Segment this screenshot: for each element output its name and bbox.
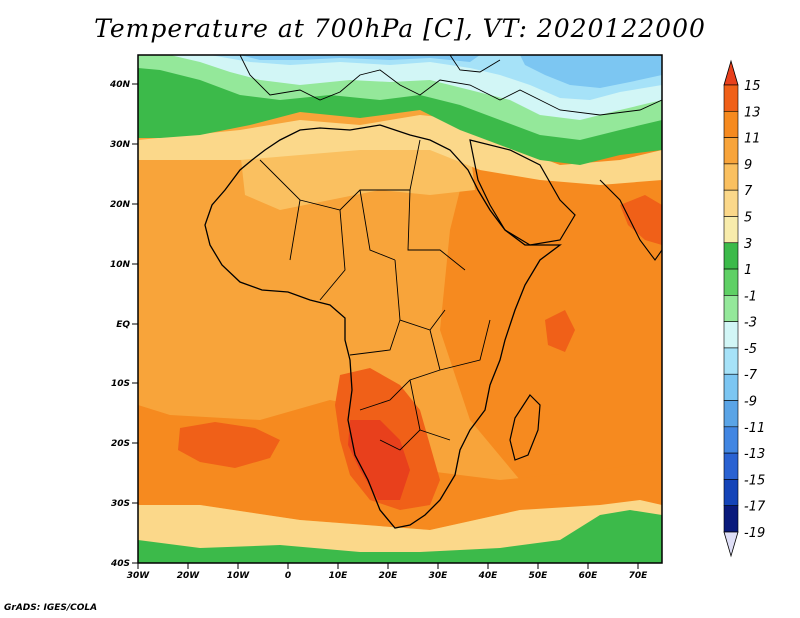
- colorbar-label: 3: [744, 237, 752, 252]
- colorbar-label: 5: [744, 210, 752, 225]
- colorbar-box: [723, 452, 739, 480]
- lon-label-20w: 20W: [177, 571, 201, 581]
- madagascar: [509, 394, 541, 461]
- map-title: Temperature at 700hPa [C], VT: 202012200…: [94, 14, 706, 43]
- colorbar-label: -3: [744, 316, 757, 331]
- colorbar-box: [723, 242, 739, 270]
- field-south-green: [138, 505, 662, 563]
- colorbar-label: -7: [744, 368, 758, 383]
- colorbar: 15 13 11 9 7 5 3 1 -1 -3 -5 -7 -9 -11 -13 -15 -17 -19: [723, 59, 766, 558]
- colorbar-box: [723, 400, 739, 428]
- colorbar-box: [723, 268, 739, 296]
- field-safrica-dark: [348, 420, 410, 500]
- colorbar-label: -11: [744, 421, 765, 436]
- colorbar-box: [723, 426, 739, 454]
- lon-label-30e: 30E: [429, 571, 449, 581]
- colorbar-label: 1: [744, 263, 752, 278]
- africa-coastline: [204, 124, 562, 529]
- field-east-orange: [440, 150, 662, 480]
- lat-label-30n: 30N: [110, 140, 131, 150]
- colorbar-box: [723, 163, 739, 191]
- field-india-red: [620, 195, 662, 245]
- lat-label-40s: 40S: [110, 559, 130, 569]
- temperature-field: [138, 55, 662, 563]
- lat-label-10n: 10N: [110, 260, 131, 270]
- colorbar-label: -15: [744, 473, 765, 488]
- plot-frame: [137, 54, 663, 564]
- colorbar-label: 15: [744, 79, 761, 94]
- colorbar-box: [723, 137, 739, 165]
- lat-axis: 40N 30N 20N 10N EQ 10S 20S 30S 40S: [109, 80, 138, 569]
- field-north-blue: [240, 55, 480, 62]
- colorbar-label: -9: [744, 395, 757, 410]
- colorbar-label: -1: [744, 289, 757, 304]
- country-borders: [259, 139, 491, 451]
- lat-label-40n: 40N: [109, 80, 131, 90]
- lon-label-20e: 20E: [379, 571, 399, 581]
- lat-label-10s: 10S: [111, 379, 130, 389]
- field-eq-red: [545, 310, 575, 352]
- colorbar-box: [723, 84, 739, 112]
- colorbar-label: 9: [744, 158, 752, 173]
- grads-credit: GrADS: IGES/COLA: [4, 603, 98, 613]
- lat-label-20n: 20N: [110, 200, 131, 210]
- colorbar-box: [723, 505, 739, 533]
- colorbar-label: -5: [744, 342, 757, 357]
- lon-label-50e: 50E: [529, 571, 549, 581]
- colorbar-top-arrow: [723, 59, 739, 86]
- lat-label-eq: EQ: [116, 320, 130, 330]
- colorbar-label: 13: [744, 105, 761, 120]
- lat-label-30s: 30S: [111, 499, 130, 509]
- field-south-pale: [138, 500, 662, 552]
- colorbar-label: 11: [744, 132, 761, 147]
- colorbar-box: [723, 347, 739, 375]
- colorbar-label: -19: [744, 526, 765, 541]
- colorbar-label: -17: [744, 500, 766, 515]
- colorbar-label: -13: [744, 447, 765, 462]
- field-mideast-blue: [520, 55, 662, 88]
- colorbar-box: [723, 373, 739, 401]
- colorbar-box: [723, 479, 739, 507]
- lon-label-0: 0: [285, 571, 291, 581]
- lon-label-40e: 40E: [478, 571, 499, 581]
- colorbar-box: [723, 189, 739, 217]
- colorbar-box: [723, 216, 739, 244]
- lon-label-10w: 10W: [227, 571, 251, 581]
- lon-label-10e: 10E: [329, 571, 349, 581]
- colorbar-box: [723, 295, 739, 322]
- colorbar-box: [723, 110, 739, 138]
- colorbar-label: 7: [744, 184, 753, 199]
- colorbar-box: [723, 321, 739, 349]
- field-north-pale: [138, 115, 662, 185]
- europe-coastline: [239, 55, 662, 116]
- lon-label-70e: 70E: [629, 571, 649, 581]
- india-coastline: [599, 179, 662, 261]
- lat-label-20s: 20S: [111, 439, 130, 449]
- lon-label-60e: 60E: [579, 571, 599, 581]
- lon-label-30w: 30W: [127, 571, 151, 581]
- lon-axis: 30W 20W 10W 0 10E 20E 30E 40E 50E 60E 70…: [127, 563, 648, 581]
- arabia: [469, 139, 576, 246]
- colorbar-bottom-arrow: [723, 531, 739, 558]
- field-atlantic-red: [178, 422, 280, 468]
